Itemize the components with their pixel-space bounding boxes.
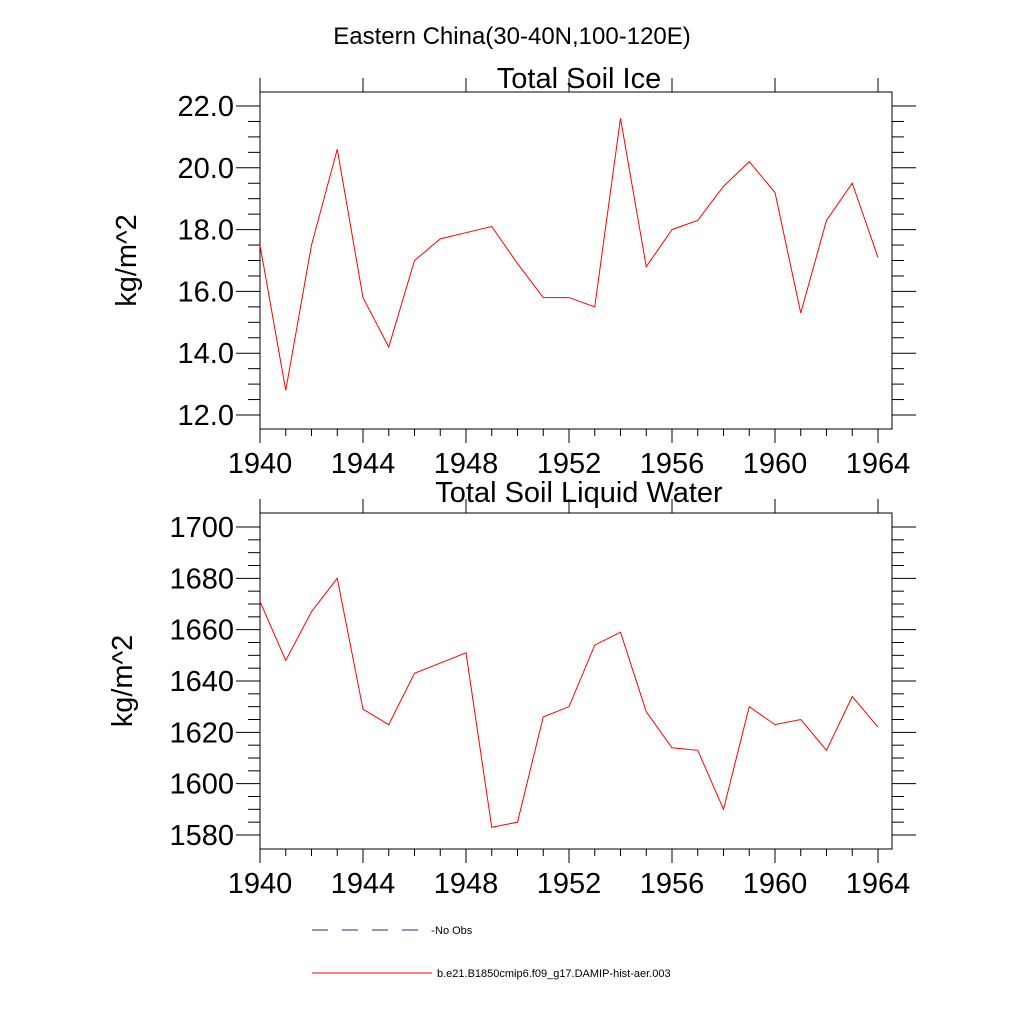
plot-frame: [259, 91, 893, 430]
x-tick-label: 1956: [640, 868, 705, 900]
plot-frame: [259, 512, 893, 850]
series-line: [259, 577, 879, 828]
x-tick-label: 1940: [228, 448, 293, 480]
y-tick-label: 1700: [169, 512, 234, 544]
y-tick-label: 16.0: [178, 276, 234, 308]
y-tick-label: 1640: [169, 666, 234, 698]
y-tick-label: 1580: [169, 820, 234, 852]
x-tick-label: 1964: [846, 868, 911, 900]
x-tick-label: 1940: [228, 868, 293, 900]
y-tick-label: 18.0: [178, 215, 234, 247]
x-tick-label: 1952: [537, 448, 602, 480]
y-axis-label: kg/m^2: [111, 214, 143, 307]
x-tick-label: 1960: [743, 868, 808, 900]
x-tick-label: 1944: [331, 868, 396, 900]
series-line: [259, 118, 879, 391]
y-tick-label: 12.0: [178, 400, 234, 432]
chart-title: Total Soil Liquid Water: [435, 477, 723, 509]
x-tick-label: 1948: [434, 448, 499, 480]
legend-dash-mark: -: [431, 925, 435, 937]
x-tick-label: 1956: [640, 448, 705, 480]
y-tick-label: 1680: [169, 563, 234, 595]
y-axis-label: kg/m^2: [107, 635, 139, 728]
page-title: Eastern China(30-40N,100-120E): [333, 23, 691, 50]
x-tick-label: 1948: [434, 868, 499, 900]
chart-title: Total Soil Ice: [497, 63, 661, 95]
legend-label-model: b.e21.B1850cmip6.f09_g17.DAMIP-hist-aer.…: [437, 968, 671, 980]
x-tick-label: 1960: [743, 448, 808, 480]
y-tick-label: 1620: [169, 717, 234, 749]
y-tick-label: 14.0: [178, 338, 234, 370]
x-tick-label: 1964: [846, 448, 911, 480]
x-tick-label: 1952: [537, 868, 602, 900]
y-tick-label: 20.0: [178, 153, 234, 185]
legend-label-no-obs: No Obs: [435, 925, 473, 937]
y-tick-label: 22.0: [178, 91, 234, 123]
x-tick-label: 1944: [331, 448, 396, 480]
y-tick-label: 1600: [169, 769, 234, 801]
y-tick-label: 1660: [169, 615, 234, 647]
